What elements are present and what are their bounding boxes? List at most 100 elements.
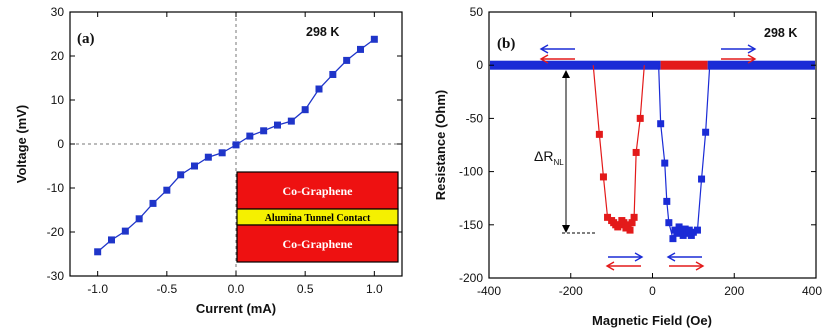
panel-a-y-axis-label: Voltage (mV) — [14, 105, 29, 184]
panel-a-data-point — [177, 171, 185, 179]
panel-a-label: (a) — [77, 31, 95, 47]
panel-a-iv-curve: -1.0 -0.5 0.0 0.5 1.0 -30 -20 -10 0 10 20 30 (a) 29… — [14, 5, 403, 316]
panel-b-data-point — [661, 159, 669, 167]
panel-b-series-line — [592, 65, 645, 233]
panel-b-data-point — [616, 221, 624, 229]
panel-a-y-tick-label: -10 — [47, 181, 65, 195]
panel-a-data-point — [149, 199, 157, 207]
panel-b-data-point — [673, 229, 681, 237]
panel-a-data-point — [218, 149, 226, 157]
panel-a-data-point — [163, 186, 171, 194]
inset-layer-top — [236, 171, 399, 210]
sweep-arrows — [539, 44, 757, 271]
panel-b-data-point — [665, 219, 673, 227]
arrow-right-blue-bottom — [608, 252, 644, 262]
panel-a-data-point — [246, 132, 254, 140]
zero-band-right — [707, 60, 815, 70]
delta-r-label: ΔRNL — [534, 148, 564, 167]
panel-b-data-point — [657, 120, 665, 128]
zero-band-left — [490, 60, 661, 70]
panel-b-data-point — [685, 226, 693, 234]
inset-label-middle: Alumina Tunnel Contact — [265, 213, 371, 224]
panel-a-data-point — [204, 153, 212, 161]
panel-a-x-tick-label: 0.0 — [228, 282, 245, 296]
panel-b-y-tick-label: -50 — [466, 111, 484, 125]
panel-a-x-tick-label: 0.5 — [297, 282, 314, 296]
panel-b-data-point — [636, 114, 644, 122]
panel-b-data-point — [677, 227, 685, 235]
panel-b-data-point — [626, 226, 634, 234]
panel-b-y-tick-label: 0 — [476, 58, 483, 72]
panel-b-label: (b) — [497, 36, 515, 52]
panel-a-x-axis-label: Current (mA) — [196, 301, 276, 316]
panel-a-y-tick-label: 0 — [57, 137, 64, 151]
panel-b-data-point — [599, 173, 607, 181]
panel-b-y-axis-label: Resistance (Ohm) — [433, 90, 448, 201]
panel-a-data-point — [329, 70, 337, 78]
arrow-right-blue-top — [721, 44, 757, 54]
panel-b-data-point — [624, 221, 632, 229]
panel-b-series-line — [658, 65, 711, 239]
panel-a-data-point — [301, 106, 309, 114]
delta-r-arrowhead-top — [562, 70, 570, 78]
arrow-right-red-top — [721, 54, 757, 64]
arrow-left-blue-top — [539, 44, 575, 54]
panel-a-x-tick-label: -1.0 — [87, 282, 108, 296]
panel-b-x-axis-label: Magnetic Field (Oe) — [592, 313, 712, 328]
panel-a-y-tick-label: 20 — [51, 49, 65, 63]
panel-a-y-tick-label: -30 — [47, 269, 65, 283]
arrow-right-red-bottom — [669, 261, 705, 271]
panel-b-data-point — [679, 231, 687, 239]
delta-r-arrowhead-bottom — [562, 225, 570, 233]
panel-b-data-point — [689, 228, 697, 236]
panel-b-data-point — [675, 223, 683, 231]
arrow-left-red-top — [539, 54, 575, 64]
panel-b-y-tick-label: -200 — [459, 271, 483, 285]
panel-b-data-point — [630, 213, 638, 221]
panel-a-y-tick-label: 30 — [51, 5, 65, 19]
panel-a-data-point — [108, 236, 115, 244]
delta-r-annotation: ΔRNL — [534, 70, 595, 234]
panel-a-data-point — [343, 56, 351, 64]
panel-a-data-point — [315, 85, 323, 93]
panel-b-data-point — [681, 225, 689, 233]
panel-a-data-point — [357, 45, 364, 53]
panel-b-data-point — [604, 213, 612, 221]
panel-b-data-point — [693, 226, 701, 234]
panel-b-x-tick-label: 200 — [724, 284, 744, 298]
panel-b-data-point — [663, 197, 671, 205]
device-inset: Co-Graphene Alumina Tunnel Contact Co-Gr… — [236, 171, 399, 263]
panel-a-data-point — [370, 35, 378, 43]
panel-a-temperature: 298 K — [306, 25, 339, 39]
panel-a-y-tick-label: 10 — [51, 93, 65, 107]
panel-b-y-tick-label: -150 — [459, 218, 483, 232]
panel-b-x-tick-label: -400 — [477, 284, 501, 298]
panel-a-y-tick-label: -20 — [47, 225, 65, 239]
panel-b-data-point — [595, 130, 603, 138]
panel-b-data-point — [698, 175, 706, 183]
panel-b-x-tick-label: 0 — [649, 284, 656, 298]
arrow-left-blue-bottom — [666, 252, 702, 262]
panel-a-x-tick-label: 1.0 — [366, 282, 383, 296]
inset-label-bottom: Co-Graphene — [283, 237, 354, 251]
panel-b-y-tick-label: -100 — [459, 165, 483, 179]
panel-b-y-tick-label: 50 — [470, 5, 484, 19]
panel-a-data-point — [94, 248, 102, 256]
panel-b-data-point — [702, 128, 710, 136]
panel-b-data-point — [620, 219, 628, 227]
panel-a-x-tick-label: -0.5 — [156, 282, 177, 296]
panel-a-data-point — [260, 127, 268, 135]
panel-a-data-point — [232, 141, 240, 149]
panel-b-data-point — [632, 148, 640, 156]
panel-a-data-point — [191, 162, 198, 170]
zero-band-middle — [660, 60, 708, 70]
panel-a-data-point — [135, 215, 143, 223]
panel-a-data-point — [274, 121, 281, 129]
panel-b-data-point — [628, 219, 636, 227]
panel-b-data-point — [669, 235, 677, 243]
arrow-left-red-bottom — [605, 261, 641, 271]
inset-label-top: Co-Graphene — [283, 184, 354, 198]
panel-b-temperature: 298 K — [764, 26, 797, 40]
